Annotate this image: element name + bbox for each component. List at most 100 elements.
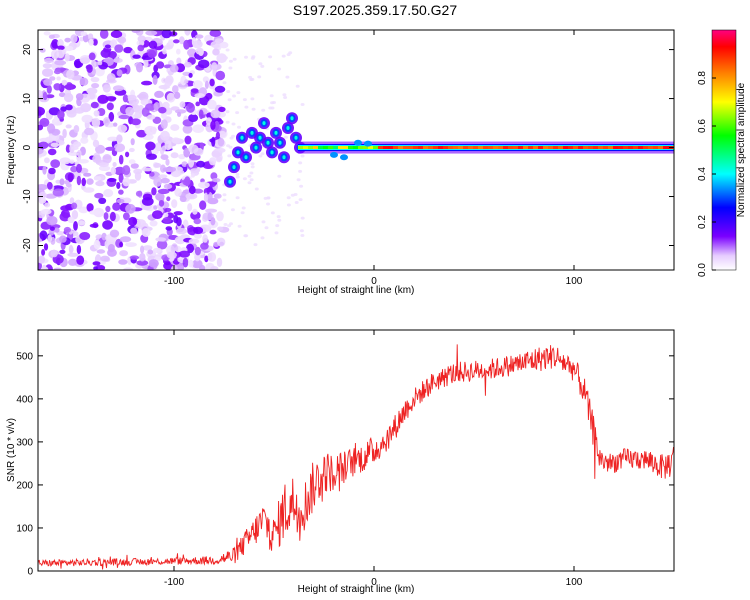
colorbar-tick-label: 0.4 xyxy=(697,167,708,181)
noise-blob xyxy=(102,84,111,93)
carrier-core-segment xyxy=(573,146,579,150)
carrier-core-segment xyxy=(438,146,444,150)
carrier-core-segment xyxy=(488,146,494,150)
noise-blob xyxy=(222,198,227,202)
noise-blob xyxy=(62,128,67,139)
noise-blob xyxy=(117,36,127,44)
noise-blob xyxy=(53,69,62,75)
noise-blob xyxy=(98,162,109,168)
noise-blob xyxy=(188,259,194,268)
noise-blob xyxy=(250,56,255,60)
noise-blob xyxy=(47,234,52,243)
colorbar-tick-label: 0.0 xyxy=(697,263,708,277)
noise-blob xyxy=(57,110,65,120)
noise-blob xyxy=(300,216,305,220)
noise-blob xyxy=(211,62,218,71)
carrier-core-segment xyxy=(643,146,649,150)
noise-blob xyxy=(118,259,128,265)
noise-blob xyxy=(97,94,109,104)
noise-blob xyxy=(152,210,163,220)
noise-blob xyxy=(58,92,66,98)
snr-x-axis-label: Height of straight line (km) xyxy=(298,584,415,595)
noise-blob xyxy=(112,85,124,92)
noise-blob xyxy=(145,30,158,36)
noise-blob xyxy=(204,80,209,90)
spectrogram-x-tick-label: 100 xyxy=(566,276,583,287)
noise-blob xyxy=(75,93,84,101)
noise-blob xyxy=(184,30,191,36)
noise-blob xyxy=(218,130,227,138)
noise-blob xyxy=(236,91,241,95)
noise-blob xyxy=(209,229,217,235)
noise-blob xyxy=(83,187,95,193)
noise-blob xyxy=(102,154,112,164)
noise-blob xyxy=(50,49,60,60)
noise-blob xyxy=(227,154,232,158)
noise-blob xyxy=(119,241,124,248)
noise-blob xyxy=(125,151,130,158)
noise-blob xyxy=(212,48,220,56)
noise-blob xyxy=(204,255,209,263)
noise-blob xyxy=(223,223,228,226)
noise-blob xyxy=(171,137,181,144)
carrier-core-segment xyxy=(653,146,659,150)
noise-blob xyxy=(232,57,237,61)
noise-blob xyxy=(152,116,162,125)
noise-blob xyxy=(160,177,170,184)
noise-blob xyxy=(134,171,142,181)
onset-blob-core xyxy=(286,126,290,130)
noise-blob xyxy=(78,159,89,164)
carrier-core-segment xyxy=(348,146,354,150)
noise-blob xyxy=(250,77,255,81)
noise-blob xyxy=(52,188,64,197)
noise-blob xyxy=(188,185,196,195)
noise-blob xyxy=(286,196,291,200)
noise-blob xyxy=(225,120,230,124)
noise-blob xyxy=(193,232,202,239)
noise-blob xyxy=(49,76,56,81)
carrier-core-segment xyxy=(608,146,614,150)
noise-blob xyxy=(68,258,78,266)
carrier-core-segment xyxy=(658,146,664,150)
noise-blob xyxy=(277,67,282,71)
noise-blob xyxy=(156,61,165,69)
noise-blob xyxy=(146,114,156,120)
chart-title: S197.2025.359.17.50.G27 xyxy=(292,2,458,18)
onset-blob-core xyxy=(244,155,248,160)
carrier-wiggle xyxy=(340,154,348,161)
noise-blob xyxy=(119,236,132,243)
noise-blob xyxy=(122,94,129,103)
carrier-core-segment xyxy=(648,146,654,150)
carrier-core-segment xyxy=(583,146,589,150)
noise-blob xyxy=(158,106,167,114)
carrier-core-segment xyxy=(338,146,344,150)
noise-blob xyxy=(164,140,172,151)
carrier-core-segment xyxy=(398,146,404,150)
carrier-core-segment xyxy=(433,146,439,150)
noise-blob xyxy=(53,115,59,123)
carrier-core-segment xyxy=(493,146,499,150)
noise-blob xyxy=(184,79,189,84)
noise-blob xyxy=(176,57,182,65)
carrier-core-segment xyxy=(568,146,574,150)
noise-blob xyxy=(91,117,101,128)
noise-blob xyxy=(190,173,196,178)
carrier-core-segment xyxy=(613,146,619,150)
noise-blob xyxy=(209,157,217,166)
noise-blob xyxy=(286,203,291,207)
noise-blob xyxy=(298,169,303,173)
noise-blob xyxy=(210,172,218,180)
noise-blob xyxy=(166,251,177,259)
noise-blob xyxy=(207,252,217,262)
noise-blob xyxy=(105,146,116,151)
noise-blob xyxy=(200,242,209,250)
noise-blob xyxy=(170,152,179,159)
noise-blob xyxy=(74,107,85,114)
noise-blob xyxy=(182,189,191,194)
noise-blob xyxy=(178,250,190,258)
carrier-core-segment xyxy=(468,146,474,150)
noise-blob xyxy=(232,94,236,98)
noise-blob xyxy=(53,83,62,91)
noise-blob xyxy=(148,259,159,268)
carrier-core-segment xyxy=(503,146,509,150)
